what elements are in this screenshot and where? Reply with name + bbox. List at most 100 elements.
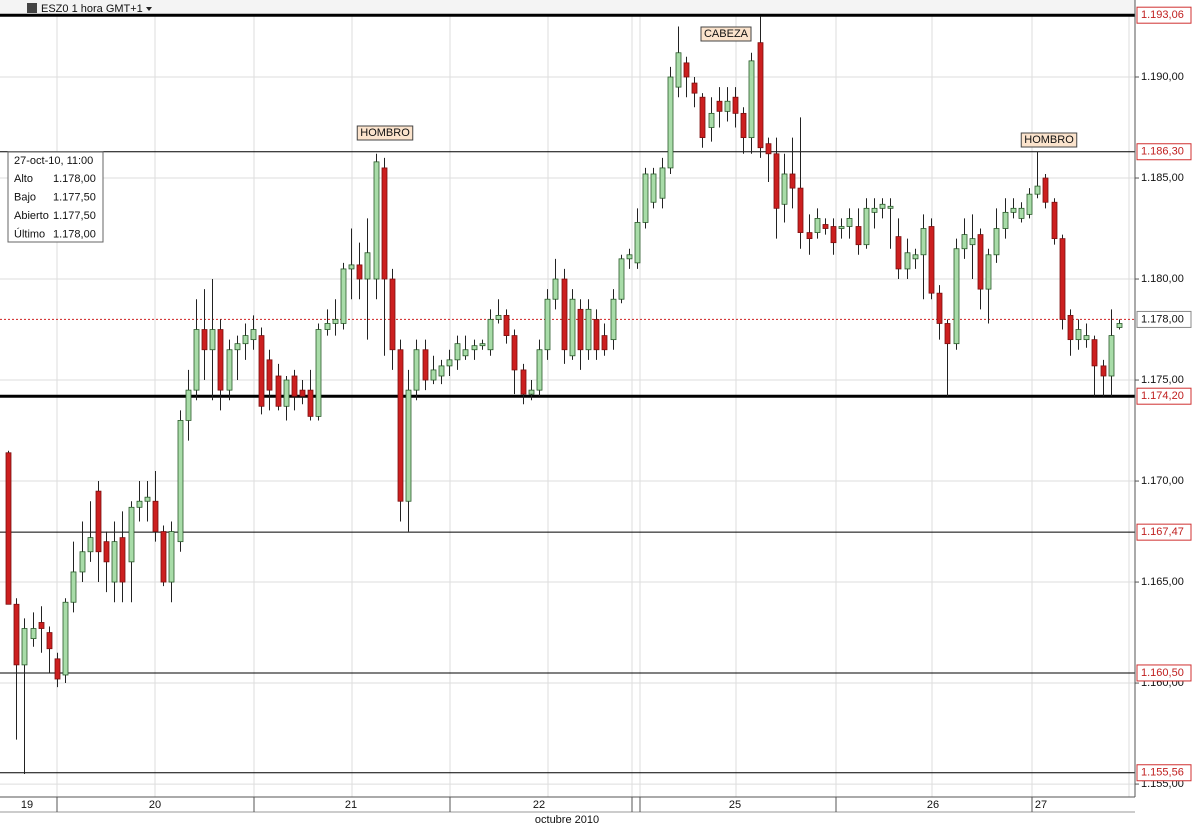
annotation: HOMBRO bbox=[1024, 134, 1074, 146]
x-tick-label: 22 bbox=[533, 799, 545, 811]
candle-body bbox=[30, 628, 37, 640]
candle-body bbox=[511, 335, 518, 371]
candle-body bbox=[193, 329, 200, 391]
candle-body bbox=[38, 622, 45, 629]
candle-body bbox=[201, 329, 208, 351]
candle-body bbox=[1108, 335, 1115, 377]
info-key: Último bbox=[14, 227, 45, 240]
candle-body bbox=[993, 228, 1000, 256]
candle-body bbox=[226, 349, 233, 391]
candle-body bbox=[144, 496, 151, 502]
candle-body bbox=[364, 252, 371, 280]
candle-body bbox=[814, 218, 821, 233]
current-label: 1.178,00 bbox=[1141, 313, 1184, 325]
candle-body bbox=[634, 222, 641, 264]
candle-body bbox=[495, 314, 502, 320]
candle-body bbox=[1010, 207, 1017, 213]
info-key: Alto bbox=[14, 173, 33, 185]
info-value: 1.178,00 bbox=[53, 173, 96, 185]
level-label: 1.160,50 bbox=[1141, 667, 1184, 679]
x-tick-label: 19 bbox=[21, 799, 33, 811]
candle-body bbox=[536, 349, 543, 391]
candle-body bbox=[683, 62, 690, 78]
annotation: HOMBRO bbox=[360, 127, 410, 139]
level-label-box bbox=[1136, 764, 1192, 782]
candle-body bbox=[732, 96, 739, 114]
x-tick-label: 27 bbox=[1035, 799, 1047, 811]
x-tick-label: 20 bbox=[149, 799, 161, 811]
candle-body bbox=[413, 349, 420, 391]
candle-body bbox=[912, 254, 919, 260]
candle-body bbox=[266, 359, 273, 391]
y-tick-label: 1.185,00 bbox=[1141, 172, 1184, 184]
candle-body bbox=[618, 258, 625, 300]
candle-body bbox=[650, 173, 657, 203]
candle-body bbox=[234, 343, 241, 351]
candle-body bbox=[250, 329, 257, 341]
candle-body bbox=[716, 100, 723, 112]
candle-body bbox=[789, 173, 796, 189]
candle-body bbox=[985, 254, 992, 290]
y-tick-label: 1.165,00 bbox=[1141, 576, 1184, 588]
candle-body bbox=[724, 100, 731, 112]
candle-body bbox=[70, 571, 77, 603]
candle-body bbox=[275, 375, 282, 407]
candle-body bbox=[152, 500, 159, 532]
header-icon bbox=[27, 3, 37, 13]
level-label: 1.155,56 bbox=[1141, 767, 1184, 779]
candle-body bbox=[879, 203, 886, 209]
candle-body bbox=[454, 343, 461, 361]
candle-body bbox=[381, 167, 388, 280]
candle-body bbox=[87, 537, 94, 553]
candle-body bbox=[642, 173, 649, 223]
candle-body bbox=[462, 349, 469, 357]
candle-body bbox=[708, 112, 715, 128]
candle-body bbox=[895, 236, 902, 270]
candle-body bbox=[822, 224, 829, 229]
candle-body bbox=[969, 238, 976, 246]
candle-body bbox=[961, 234, 968, 250]
x-tick-label: 26 bbox=[927, 799, 939, 811]
candle-body bbox=[1116, 323, 1123, 328]
header-dropdown[interactable] bbox=[146, 7, 152, 11]
candle-body bbox=[46, 632, 53, 650]
candle-body bbox=[1083, 335, 1090, 341]
info-date: 27-oct-10, 11:00 bbox=[14, 155, 93, 167]
candle-body bbox=[675, 52, 682, 88]
candle-body bbox=[601, 335, 608, 351]
candle-body bbox=[936, 292, 943, 324]
candle-body bbox=[119, 537, 126, 583]
candle-body bbox=[855, 226, 862, 246]
candle-body bbox=[438, 365, 445, 377]
header-bar bbox=[0, 0, 1135, 16]
candle-body bbox=[1034, 185, 1041, 195]
candle-body bbox=[95, 490, 102, 553]
candle-body bbox=[54, 658, 61, 680]
candle-body bbox=[1002, 211, 1009, 229]
candle-body bbox=[332, 319, 339, 324]
x-axis: octubre 2010 19 20 21 22 25 26 27 bbox=[0, 796, 1192, 827]
x-tick-label: 21 bbox=[345, 799, 357, 811]
candle-body bbox=[103, 541, 110, 563]
info-value: 1.177,50 bbox=[53, 210, 96, 222]
candle-body bbox=[944, 323, 951, 345]
candle-body bbox=[348, 264, 355, 270]
candle-body bbox=[659, 167, 666, 199]
candle-body bbox=[397, 349, 404, 502]
candle-body bbox=[1067, 314, 1074, 341]
candle-body bbox=[1051, 201, 1058, 240]
candle-body bbox=[561, 278, 568, 351]
candle-body bbox=[1042, 177, 1049, 203]
y-tick-label: 1.175,00 bbox=[1141, 374, 1184, 386]
level-label-box bbox=[1136, 143, 1192, 161]
candle-body bbox=[977, 234, 984, 290]
candle-body bbox=[185, 389, 192, 421]
candle-body bbox=[740, 112, 747, 139]
annotation-box bbox=[700, 26, 752, 42]
candle-body bbox=[520, 369, 527, 395]
candle-body bbox=[79, 551, 86, 573]
candle-body bbox=[160, 531, 167, 583]
candle-body bbox=[593, 319, 600, 351]
